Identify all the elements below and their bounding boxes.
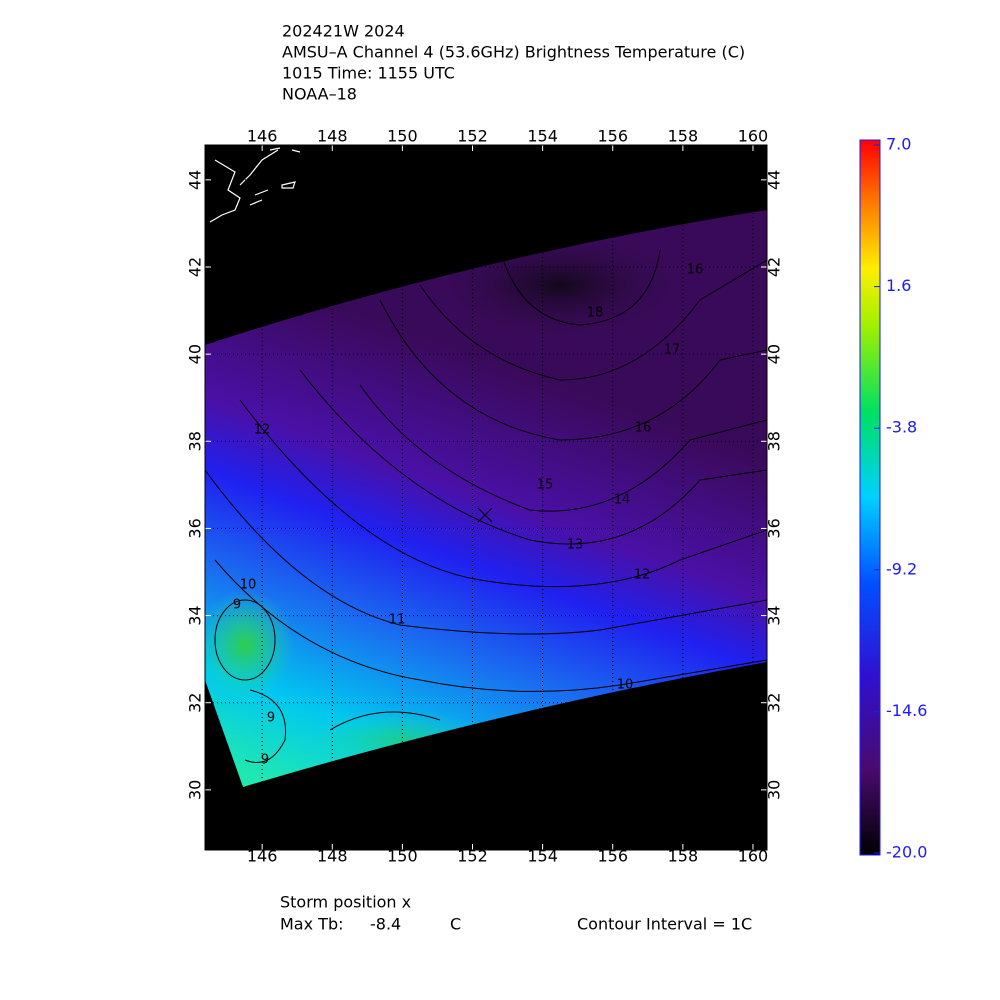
lat-tick-label: 38 — [186, 431, 205, 451]
max-tb-value: -8.4 — [370, 915, 401, 934]
contour-line — [214, 599, 276, 681]
contour-line — [379, 299, 767, 441]
contour-label: 9 — [267, 711, 275, 726]
lat-tick-label: 40 — [186, 344, 205, 364]
grid — [205, 145, 767, 850]
lon-tick-label: 148 — [317, 847, 348, 866]
colorbar-tick-label: -3.8 — [886, 418, 917, 437]
contour-label: 10 — [617, 678, 634, 693]
contour-label: 10 — [240, 578, 257, 593]
lon-tick-label: 156 — [597, 847, 628, 866]
colorbar-tick-label: 1.6 — [886, 276, 911, 295]
lat-tick-label: 30 — [186, 780, 205, 800]
storm-marker — [477, 507, 493, 523]
contour-line — [214, 559, 767, 692]
contour-label: 12 — [254, 423, 271, 438]
map-frame — [204, 144, 768, 851]
header-line: 1015 Time: 1155 UTC — [282, 64, 455, 83]
colorbar-tick-label: -14.6 — [886, 701, 927, 720]
contour-label: 11 — [389, 613, 406, 628]
max-tb-unit: C — [450, 915, 461, 934]
header: 202421W 2024 AMSU–A Channel 4 (53.6GHz) B… — [282, 22, 745, 104]
lon-tick-label: 154 — [527, 847, 558, 866]
header-line: 202421W 2024 — [282, 22, 405, 41]
lon-tick-label: 150 — [387, 847, 418, 866]
lon-tick-label: 154 — [527, 127, 558, 146]
lat-tick-label: 42 — [765, 257, 784, 277]
lon-tick-label: 148 — [317, 127, 348, 146]
lat-tick-label: 32 — [186, 693, 205, 713]
lat-tick-label: 44 — [765, 170, 784, 190]
lon-tick-label: 160 — [738, 127, 769, 146]
contour-interval: Contour Interval = 1C — [577, 915, 752, 934]
max-tb-label: Max Tb: — [280, 915, 343, 934]
lat-tick-label: 36 — [186, 518, 205, 538]
lat-tick-label: 38 — [765, 431, 784, 451]
colorbar-tick-label: 7.0 — [886, 135, 911, 154]
contour-label: 16 — [635, 421, 652, 436]
contour-label: 12 — [634, 568, 651, 583]
contour-label: 9 — [261, 753, 269, 768]
lon-tick-label: 152 — [457, 127, 488, 146]
contour-label: 14 — [614, 493, 631, 508]
storm-label: Storm position x — [280, 893, 411, 912]
header-line: AMSU–A Channel 4 (53.6GHz) Brightness Te… — [282, 43, 745, 62]
contour-line — [299, 369, 767, 545]
lon-tick-label: 156 — [597, 127, 628, 146]
contour-label: 17 — [664, 343, 681, 358]
lon-tick-label: 146 — [247, 847, 278, 866]
lat-tick-label: 36 — [765, 518, 784, 538]
lon-tick-label: 158 — [668, 127, 699, 146]
lon-tick-label: 160 — [738, 847, 769, 866]
warm-spot — [205, 590, 295, 700]
contour-line — [239, 399, 767, 588]
lon-tick-label: 150 — [387, 127, 418, 146]
lon-tick-label: 158 — [668, 847, 699, 866]
colorbar-tick-label: -20.0 — [886, 843, 927, 862]
lat-tick-label: 44 — [186, 170, 205, 190]
lat-tick-label: 34 — [765, 605, 784, 625]
lat-tick-label: 42 — [186, 257, 205, 277]
lon-tick-label: 146 — [247, 127, 278, 146]
contour-line — [205, 469, 767, 635]
contour-line — [329, 711, 441, 731]
contour-line — [499, 249, 661, 326]
header-line: NOAA–18 — [282, 85, 357, 104]
contour-label: 18 — [587, 306, 604, 321]
lat-tick-label: 32 — [765, 693, 784, 713]
lon-tick-label: 152 — [457, 847, 488, 866]
contours — [205, 249, 767, 763]
coast-path — [209, 147, 301, 223]
lat-tick-label: 34 — [186, 605, 205, 625]
lat-tick-label: 40 — [765, 344, 784, 364]
coastline — [209, 147, 301, 223]
colorbar — [859, 139, 881, 856]
contour-line — [244, 689, 287, 763]
contour-label: 16 — [687, 263, 704, 278]
lat-tick-label: 30 — [765, 780, 784, 800]
contour-label: 13 — [567, 538, 584, 553]
contour-label: 15 — [537, 478, 554, 493]
contour-line — [419, 259, 767, 381]
contour-label: 9 — [233, 598, 241, 613]
colorbar-tick-label: -9.2 — [886, 559, 917, 578]
